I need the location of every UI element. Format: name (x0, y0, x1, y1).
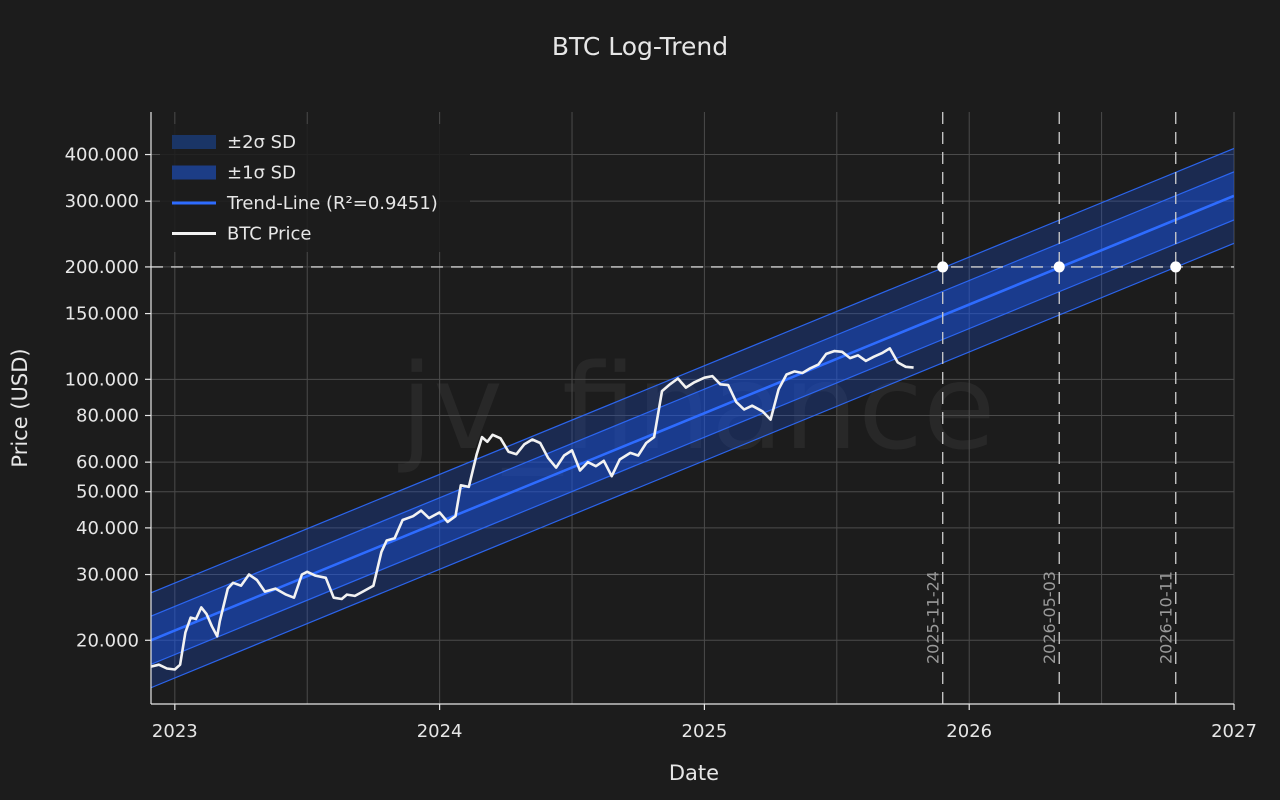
crossing-date-label: 2026-10-11 (1157, 571, 1176, 664)
y-tick-label: 150.000 (65, 304, 139, 325)
sd-bands (151, 147, 1234, 689)
crossing-point (1170, 261, 1182, 273)
crossing-point (1053, 261, 1065, 273)
y-tick-label: 100.000 (65, 369, 139, 390)
crossing-date-label: 2025-11-24 (924, 571, 943, 664)
y-tick-label: 300.000 (65, 191, 139, 212)
legend-label: ±1σ SD (227, 163, 296, 184)
y-tick-label: 30.000 (76, 565, 139, 586)
x-axis-label: Date (669, 761, 719, 785)
crossing-annotations: 2025-11-24 2026-05-03 2026-10-11 (151, 112, 1234, 704)
chart-title: BTC Log-Trend (552, 32, 728, 61)
btc-price-line (151, 347, 914, 671)
sd2-lower-line (151, 242, 1234, 689)
price-series (151, 347, 914, 671)
sd1-upper-line (151, 171, 1234, 617)
y-axis-label: Price (USD) (8, 348, 32, 467)
trend-line (151, 194, 1234, 642)
crossing-date-label: 2026-05-03 (1040, 571, 1059, 664)
y-ticks: 20.000 30.000 40.000 50.000 60.000 80.000 100.… (65, 145, 151, 651)
x-ticks: 2023 2024 2025 2026 2027 (152, 704, 1257, 742)
x-tick-label: 2026 (946, 721, 992, 742)
sd1-lower-line (151, 219, 1234, 665)
x-tick-label: 2024 (417, 721, 463, 742)
legend-label: BTC Price (227, 224, 312, 245)
legend-label: Trend-Line (R²=0.9451) (226, 193, 438, 214)
axes (150, 112, 1234, 705)
x-tick-label: 2023 (152, 721, 198, 742)
y-tick-label: 200.000 (65, 257, 139, 278)
y-tick-label: 80.000 (76, 405, 139, 426)
y-tick-label: 400.000 (65, 145, 139, 166)
y-tick-label: 50.000 (76, 482, 139, 503)
legend: ±2σ SD ±1σ SD Trend-Line (R²=0.9451) BTC Pr… (160, 124, 470, 252)
x-tick-label: 2025 (682, 721, 728, 742)
crossing-point (937, 261, 949, 273)
y-tick-label: 60.000 (76, 452, 139, 473)
y-tick-label: 20.000 (76, 630, 139, 651)
x-tick-label: 2027 (1211, 721, 1257, 742)
y-tick-label: 40.000 (76, 518, 139, 539)
sd2-upper-line (151, 147, 1234, 594)
legend-swatch-sd2 (172, 135, 216, 149)
legend-swatch-sd1 (172, 165, 216, 180)
legend-label: ±2σ SD (227, 132, 296, 153)
legend-background (160, 124, 470, 252)
